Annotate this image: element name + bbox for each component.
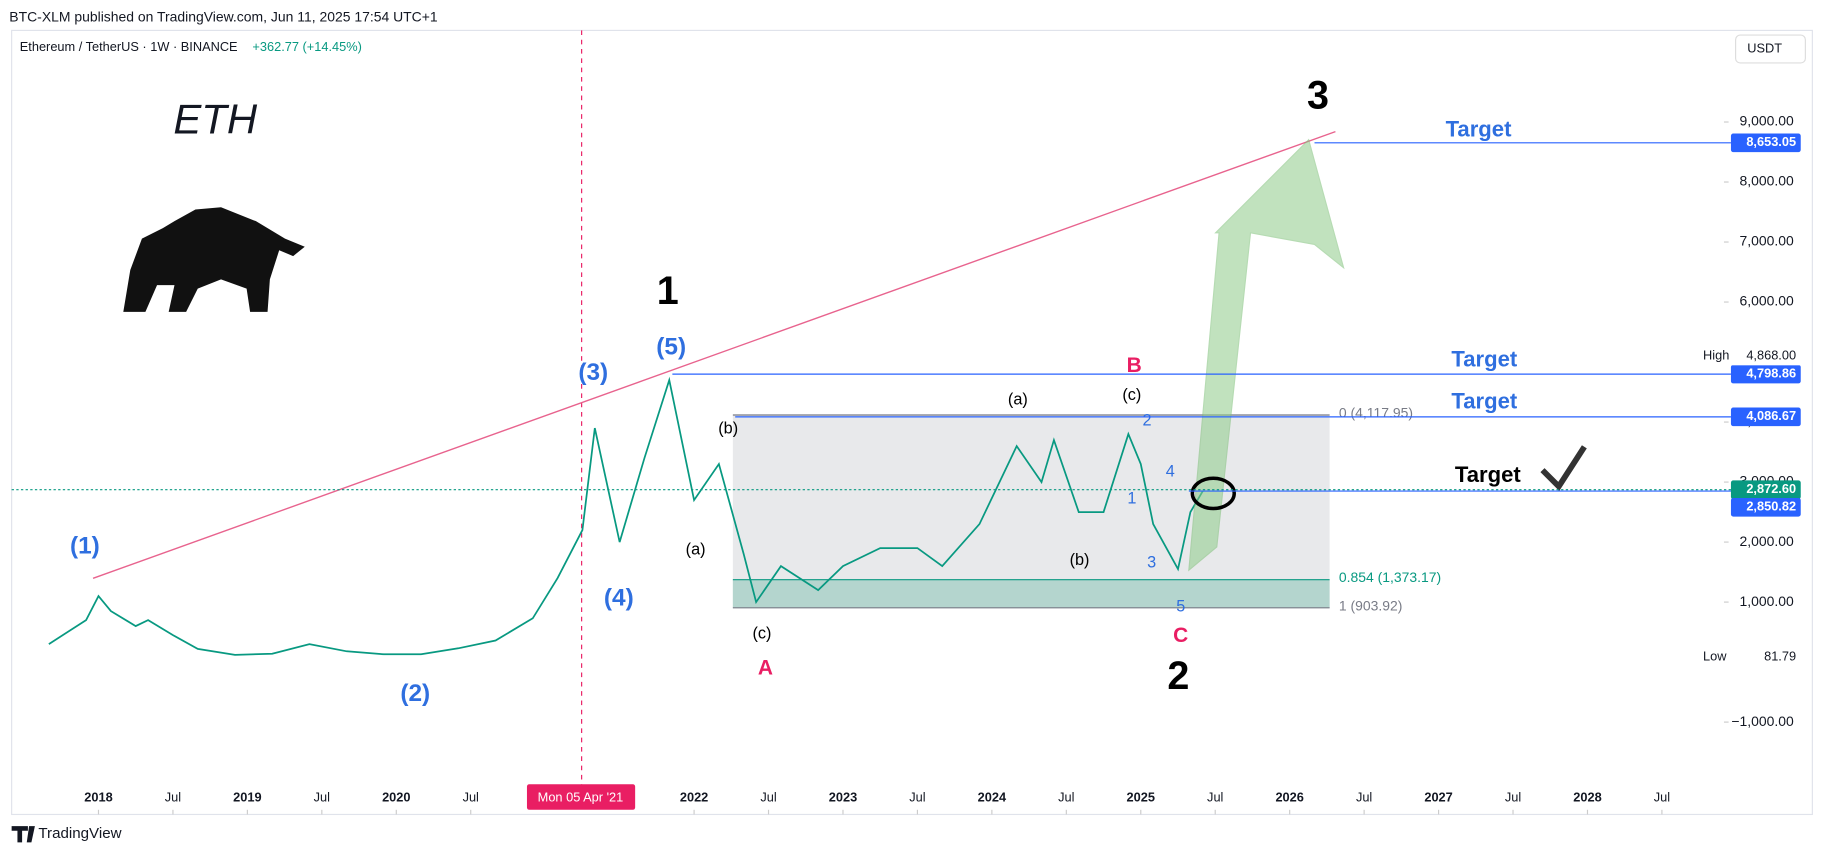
y-tick-label: 9,000.00 (1739, 113, 1794, 129)
wave-label: 1 (657, 269, 679, 313)
wave-label: (c) (752, 624, 771, 642)
fib-label: 0 (4,117.95) (1339, 405, 1413, 421)
x-tick-label: 2020 (382, 790, 410, 805)
currency-button[interactable] (1735, 34, 1806, 64)
hl-tag (1696, 346, 1801, 366)
price-tag (1730, 498, 1801, 517)
y-tick-label: −1,000.00 (1731, 713, 1794, 729)
x-tick-label: 2018 (84, 790, 112, 805)
wave-label: (3) (578, 359, 608, 386)
wave-label: (5) (656, 333, 686, 360)
y-tick-label: 8,000.00 (1739, 173, 1794, 189)
wave-label: 5 (1176, 598, 1185, 616)
projection-arrow (1188, 138, 1345, 572)
fib-zone-green (732, 579, 1330, 608)
wave-label: 3 (1147, 553, 1156, 571)
wave-label: (a) (686, 541, 706, 559)
fib-label: 0.854 (1,373.17) (1339, 569, 1441, 585)
chart-title: ETH (173, 95, 257, 142)
hl-tag (1696, 647, 1801, 667)
brand-logo (11, 826, 35, 843)
x-tick-label: Jul (463, 790, 479, 805)
x-tick-label: 2022 (680, 790, 708, 805)
hl-value: 81.79 (1764, 649, 1796, 664)
fib-zone (732, 414, 1330, 608)
y-tick-label: 6,000.00 (1739, 293, 1794, 309)
target-label: Target (1455, 462, 1522, 487)
x-tick-label: Jul (760, 790, 776, 805)
x-tick-label: Jul (1058, 790, 1074, 805)
plot-frame (11, 29, 1813, 816)
x-tick-label: Jul (909, 790, 925, 805)
wave-label: C (1173, 624, 1188, 647)
trend-line (92, 130, 1336, 579)
price-tag (1730, 407, 1801, 427)
check-mark (1540, 445, 1587, 492)
bull-icon (123, 207, 305, 312)
price-line (48, 376, 1204, 656)
y-tick-label: 2,000.00 (1739, 533, 1794, 549)
x-tick-label: 2025 (1127, 790, 1155, 805)
wave-label: B (1127, 354, 1142, 377)
price-tag-text: 4,086.67 (1746, 408, 1796, 423)
x-tick-label: Jul (1207, 790, 1223, 805)
wave-label: (c) (1122, 386, 1141, 404)
x-tick-label: 2026 (1275, 790, 1303, 805)
wave-label: 2 (1142, 412, 1151, 430)
hl-value: 4,868.00 (1746, 347, 1796, 362)
hl-name: Low (1703, 649, 1727, 664)
price-tag-text: 2,872.60 (1746, 481, 1796, 496)
x-tick-label: Jul (314, 790, 330, 805)
x-tick-label: Jul (1356, 790, 1372, 805)
price-tag-text: 2,850.82 (1746, 499, 1796, 514)
x-tick-label: 2028 (1573, 790, 1601, 805)
wave-label: (1) (70, 532, 100, 559)
symbol: Ethereum / TetherUS · 1W · BINANCE (20, 39, 238, 54)
y-tick-label: 7,000.00 (1739, 233, 1794, 249)
hl-name: High (1703, 347, 1729, 362)
wave-label: 4 (1166, 463, 1175, 481)
date-tag (526, 784, 636, 810)
x-tick-label: Jul (1505, 790, 1521, 805)
price-tag (1730, 364, 1801, 384)
x-tick-label: 2024 (978, 790, 1007, 805)
x-tick-label: Jul (165, 790, 181, 805)
x-tick-label: 2027 (1424, 790, 1452, 805)
wave-label: 1 (1127, 490, 1136, 508)
date-tag-text: Mon 05 Apr '21 (538, 790, 624, 805)
y-tick-label: 1,000.00 (1739, 593, 1794, 609)
price-tag-text: 4,798.86 (1746, 365, 1796, 380)
wave-label: (2) (400, 680, 430, 707)
target-label: Target (1451, 347, 1518, 372)
wave-label: 2 (1167, 654, 1189, 698)
target-label: Target (1446, 116, 1513, 141)
wave-label: (b) (1070, 551, 1090, 569)
x-tick-label: 2019 (233, 790, 261, 805)
wave-label: (b) (718, 420, 738, 438)
wave-label: 3 (1307, 73, 1329, 117)
fib-label: 1 (903.92) (1339, 597, 1403, 613)
brand: TradingView (38, 825, 121, 842)
wave-label: (4) (604, 585, 634, 612)
target-label: Target (1451, 388, 1518, 413)
x-tick-label: 2023 (829, 790, 857, 805)
price-tag-text: 8,653.05 (1746, 134, 1796, 149)
x-tick-label: Jul (1654, 790, 1670, 805)
change: +362.77 (+14.45%) (252, 39, 361, 54)
wave-label: (a) (1008, 391, 1028, 409)
price-tag (1730, 480, 1801, 500)
price-tag (1730, 133, 1801, 153)
currency[interactable]: USDT (1747, 40, 1782, 55)
published-line: BTC-XLM published on TradingView.com, Ju… (9, 8, 438, 24)
circle-mark (1190, 476, 1236, 511)
wave-label: A (758, 657, 773, 680)
